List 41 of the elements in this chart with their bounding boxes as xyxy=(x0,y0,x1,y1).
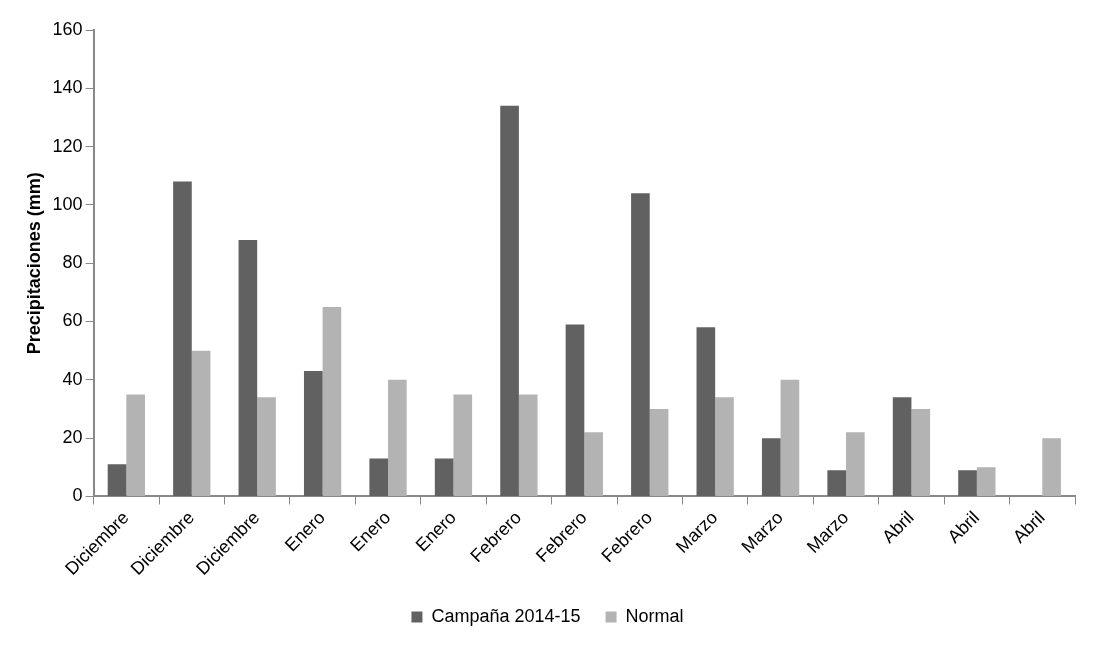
bar xyxy=(715,397,734,496)
bar xyxy=(388,379,407,496)
y-tick-label: 100 xyxy=(52,193,83,214)
y-tick-label: 160 xyxy=(52,18,83,39)
bar xyxy=(191,350,211,496)
bar xyxy=(780,379,800,496)
y-tick-label: 20 xyxy=(62,427,83,448)
bar xyxy=(173,181,192,496)
legend-label: Campaña 2014-15 xyxy=(431,605,581,626)
bar xyxy=(500,105,519,496)
bar xyxy=(649,408,669,496)
y-tick-label: 60 xyxy=(62,310,83,331)
bar xyxy=(518,394,538,496)
y-tick-label: 40 xyxy=(62,368,83,389)
bar xyxy=(892,397,912,496)
bar xyxy=(976,467,996,496)
legend-label: Normal xyxy=(625,605,684,626)
bar xyxy=(911,408,931,496)
y-tick-label: 120 xyxy=(52,135,83,156)
y-tick-label: 140 xyxy=(52,77,83,98)
bar xyxy=(107,464,127,496)
bar xyxy=(761,438,781,496)
bar xyxy=(846,432,865,496)
bar xyxy=(584,432,603,496)
y-tick-label: 0 xyxy=(72,485,83,506)
bar xyxy=(369,458,389,496)
bar xyxy=(126,394,145,496)
bar xyxy=(257,397,276,496)
bar xyxy=(453,394,473,496)
y-tick-label: 80 xyxy=(62,252,83,273)
bar xyxy=(827,470,847,496)
bar xyxy=(434,458,454,496)
bar xyxy=(631,193,650,496)
bar xyxy=(238,239,258,496)
bar xyxy=(565,324,585,496)
y-axis-title: Precipitaciones (mm) xyxy=(23,172,44,355)
bar xyxy=(958,470,977,496)
bar xyxy=(1042,438,1061,496)
bar xyxy=(303,371,323,496)
bar xyxy=(322,306,342,496)
bar xyxy=(696,327,716,496)
